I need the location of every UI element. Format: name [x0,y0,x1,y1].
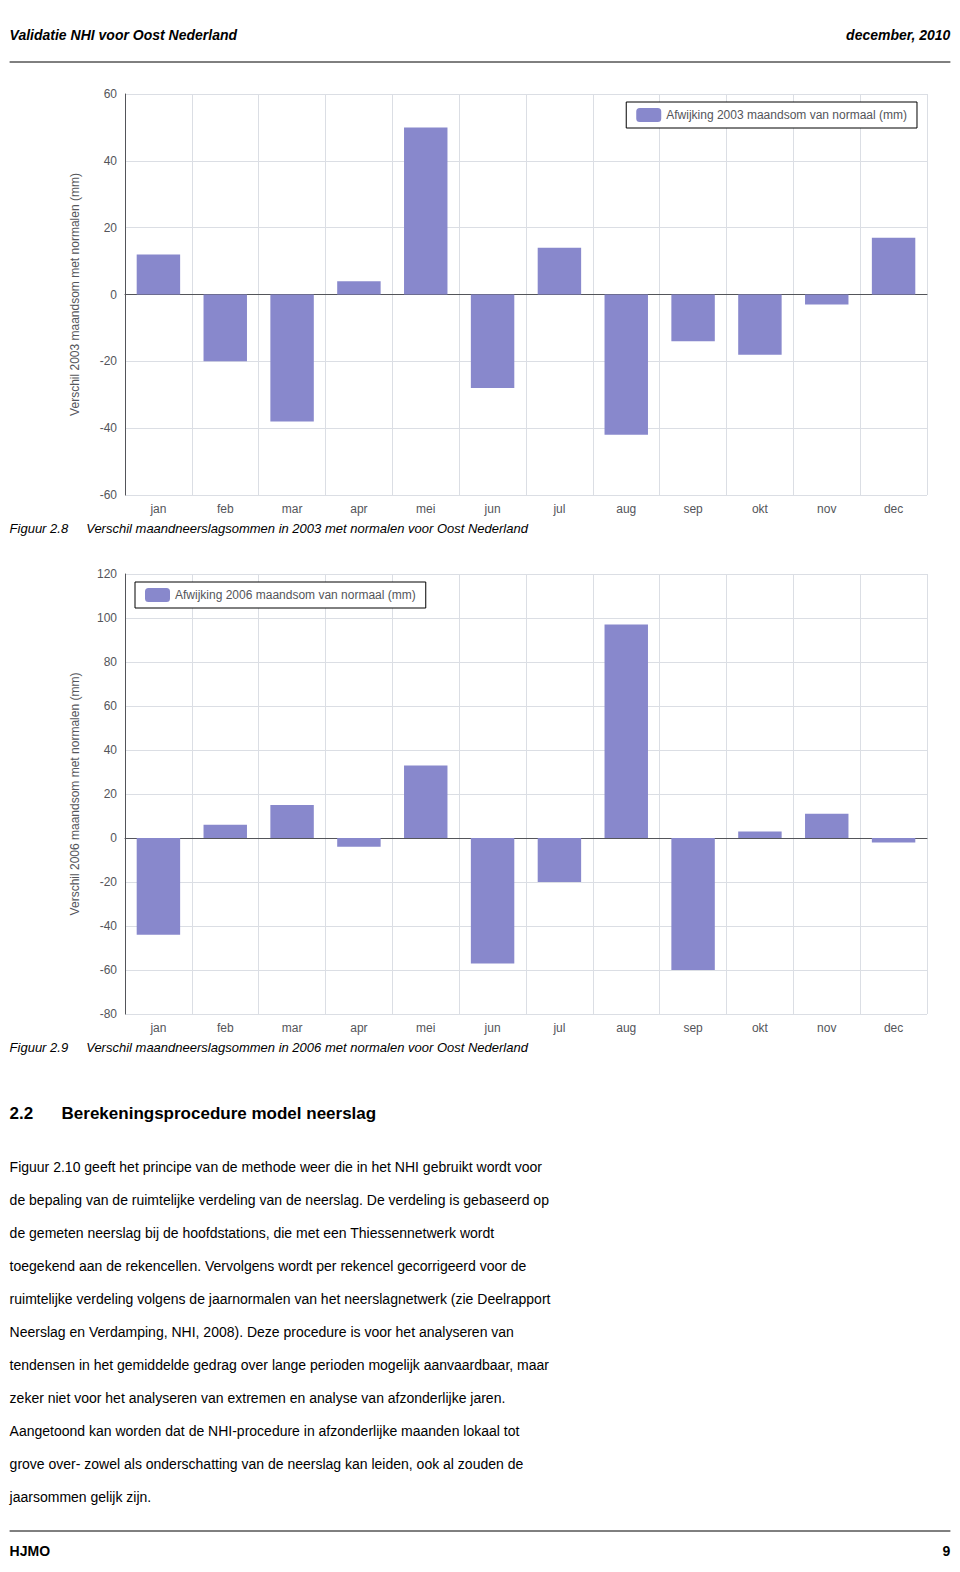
svg-text:mei: mei [416,502,435,516]
svg-text:mar: mar [282,502,303,516]
svg-text:ruimtelijke verdeling volgens: ruimtelijke verdeling volgens de jaarnor… [10,1291,551,1307]
svg-text:jun: jun [484,1021,501,1035]
svg-text:zeker niet voor het analyseren: zeker niet voor het analyseren van extre… [10,1390,506,1406]
svg-text:feb: feb [217,1021,234,1035]
svg-text:Figuur 2.8 Verschil maandn: Figuur 2.8 Verschil maandneerslagsommen … [10,521,529,536]
svg-text:20: 20 [104,787,118,801]
svg-text:40: 40 [104,154,118,168]
svg-text:Figuur 2.10 geeft het principe: Figuur 2.10 geeft het principe van de me… [10,1159,543,1175]
svg-text:-60: -60 [100,488,118,502]
svg-text:sep: sep [683,502,703,516]
svg-text:-80: -80 [100,1007,118,1021]
svg-text:aug: aug [616,502,636,516]
svg-text:grove over- zowel als ondersch: grove over- zowel als onderschatting van… [10,1456,524,1472]
svg-text:-20: -20 [100,875,118,889]
svg-text:-20: -20 [100,354,118,368]
svg-text:Afwijking 2006 maandsom van no: Afwijking 2006 maandsom van normaal (mm) [175,588,416,602]
svg-text:nov: nov [817,1021,836,1035]
svg-text:mar: mar [282,1021,303,1035]
svg-text:120: 120 [97,567,117,581]
svg-text:-40: -40 [100,919,118,933]
svg-text:december, 2010: december, 2010 [846,27,951,43]
svg-text:jun: jun [484,502,501,516]
svg-text:-60: -60 [100,963,118,977]
svg-text:sep: sep [683,1021,703,1035]
svg-text:60: 60 [104,87,118,101]
svg-text:20: 20 [104,221,118,235]
svg-text:2.2 Berekeningsprocedure: 2.2 Berekeningsprocedure model neerslag [10,1104,377,1123]
svg-text:Neerslag en Verdamping, NHI, 2: Neerslag en Verdamping, NHI, 2008). Deze… [10,1324,514,1340]
svg-text:100: 100 [97,611,117,625]
svg-text:0: 0 [110,831,117,845]
svg-text:9: 9 [943,1543,951,1559]
svg-text:-40: -40 [100,421,118,435]
svg-text:apr: apr [350,1021,367,1035]
svg-text:Validatie NHI voor Oost Nederl: Validatie NHI voor Oost Nederland [10,27,238,43]
svg-text:Verschil 2006 maandsom met nor: Verschil 2006 maandsom met normalen (mm) [68,673,82,916]
svg-text:0: 0 [110,288,117,302]
svg-text:toegekend aan de rekencellen.: toegekend aan de rekencellen. Vervolgens… [10,1258,527,1274]
svg-text:40: 40 [104,743,118,757]
svg-text:apr: apr [350,502,367,516]
svg-text:jul: jul [552,502,565,516]
svg-text:tendensen in het gemiddelde ge: tendensen in het gemiddelde gedrag over … [10,1357,550,1373]
svg-text:aug: aug [616,1021,636,1035]
svg-text:Verschil 2003 maandsom met nor: Verschil 2003 maandsom met normalen (mm) [68,173,82,416]
svg-text:jan: jan [149,502,166,516]
svg-text:60: 60 [104,699,118,713]
svg-text:Aangetoond kan worden dat de N: Aangetoond kan worden dat de NHI-procedu… [10,1423,520,1439]
svg-text:Afwijking 2003 maandsom van no: Afwijking 2003 maandsom van normaal (mm) [666,108,907,122]
svg-text:de gemeten neerslag bij de hoo: de gemeten neerslag bij de hoofdstations… [10,1225,495,1241]
svg-text:okt: okt [752,1021,769,1035]
svg-text:jul: jul [552,1021,565,1035]
svg-text:de bepaling van de ruimtelijke: de bepaling van de ruimtelijke verdeling… [10,1192,550,1208]
svg-text:80: 80 [104,655,118,669]
svg-text:mei: mei [416,1021,435,1035]
svg-text:dec: dec [884,502,903,516]
svg-text:okt: okt [752,502,769,516]
svg-text:feb: feb [217,502,234,516]
svg-text:jaarsommen gelijk zijn.: jaarsommen gelijk zijn. [9,1489,152,1505]
svg-text:jan: jan [149,1021,166,1035]
svg-text:Figuur 2.9 Verschil maandn: Figuur 2.9 Verschil maandneerslagsommen … [10,1040,529,1055]
svg-text:dec: dec [884,1021,903,1035]
svg-text:nov: nov [817,502,836,516]
svg-text:HJMO: HJMO [10,1543,51,1559]
